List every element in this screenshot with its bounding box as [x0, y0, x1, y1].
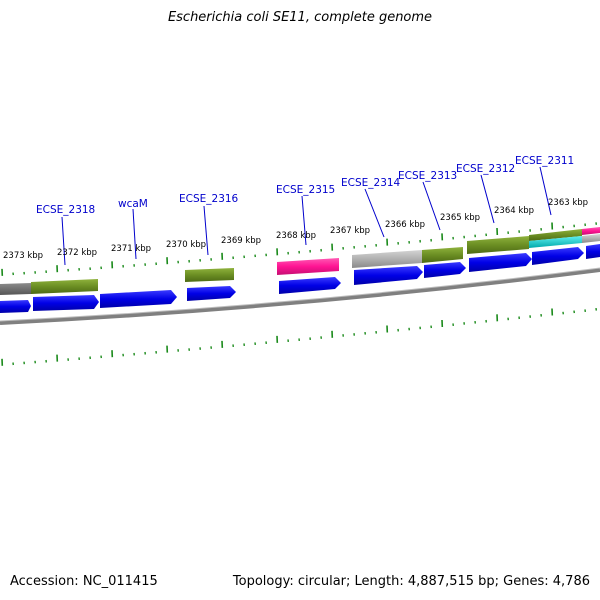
- inner-tick-scale: [1, 308, 597, 366]
- cds-arrow: [279, 277, 341, 294]
- leader-line: [422, 181, 441, 231]
- kbp-label: 2365 kbp: [440, 213, 480, 223]
- gene-label: ECSE_2318: [36, 204, 95, 216]
- kbp-label: 2369 kbp: [221, 236, 261, 246]
- gene-labels: ECSE_2318 wcaM ECSE_2316 ECSE_2315 ECSE_…: [36, 155, 574, 216]
- leader-line: [203, 205, 209, 256]
- kbp-label: 2373 kbp: [3, 251, 43, 261]
- cds-arrow: [187, 286, 236, 301]
- cds-arrow: [0, 300, 31, 313]
- leader-line: [539, 166, 552, 216]
- cds-arrow: [532, 247, 584, 265]
- cds-arrow: [586, 244, 600, 259]
- kbp-label: 2367 kbp: [330, 226, 370, 236]
- feature-bar: [582, 227, 600, 235]
- leader-line: [132, 208, 137, 260]
- feature-bar: [277, 258, 339, 275]
- genome-summary-text: Topology: circular; Length: 4,887,515 bp…: [232, 574, 590, 589]
- feature-bar: [31, 279, 98, 294]
- genome-backbone: [0, 268, 600, 325]
- gene-label: ECSE_2315: [276, 184, 335, 196]
- gene-label: ECSE_2314: [341, 177, 401, 189]
- feature-bar: [467, 236, 529, 254]
- gene-label: wcaM: [118, 198, 148, 210]
- kbp-tick-scale: [1, 222, 597, 276]
- feature-bar: [185, 268, 234, 282]
- cds-arrow: [424, 262, 466, 278]
- gene-label: ECSE_2311: [515, 155, 574, 167]
- gene-label: ECSE_2313: [398, 170, 457, 182]
- feature-bar: [352, 250, 422, 268]
- gene-label: ECSE_2316: [179, 193, 239, 205]
- cds-arrow: [100, 290, 177, 308]
- feature-bar: [529, 236, 582, 248]
- feature-bar: [0, 283, 31, 295]
- feature-bar: [422, 247, 463, 263]
- leader-line: [61, 216, 66, 266]
- accession-text: Accession: NC_011415: [10, 574, 158, 589]
- feature-track: [0, 227, 600, 295]
- gene-label: ECSE_2312: [456, 163, 515, 175]
- kbp-label: 2371 kbp: [111, 244, 151, 254]
- cds-track: [0, 244, 600, 313]
- map-title: Escherichia coli SE11, complete genome: [167, 10, 433, 25]
- cds-arrow: [33, 295, 99, 311]
- gene-leader-lines: [61, 166, 552, 266]
- leader-line: [364, 188, 385, 238]
- leader-line: [301, 195, 307, 246]
- kbp-label: 2368 kbp: [276, 231, 316, 241]
- kbp-label: 2370 kbp: [166, 240, 206, 250]
- kbp-labels: 2373 kbp 2372 kbp 2371 kbp 2370 kbp 2369…: [3, 198, 588, 261]
- leader-line: [480, 174, 495, 224]
- kbp-label: 2366 kbp: [385, 220, 425, 230]
- cds-arrow: [354, 266, 423, 285]
- kbp-label: 2372 kbp: [57, 248, 97, 258]
- feature-bar: [582, 234, 600, 243]
- genome-backbone-highlight: [0, 267, 600, 322]
- kbp-label: 2364 kbp: [494, 206, 534, 216]
- kbp-label: 2363 kbp: [548, 198, 588, 208]
- cds-arrow: [469, 253, 532, 272]
- feature-bar: [529, 229, 582, 241]
